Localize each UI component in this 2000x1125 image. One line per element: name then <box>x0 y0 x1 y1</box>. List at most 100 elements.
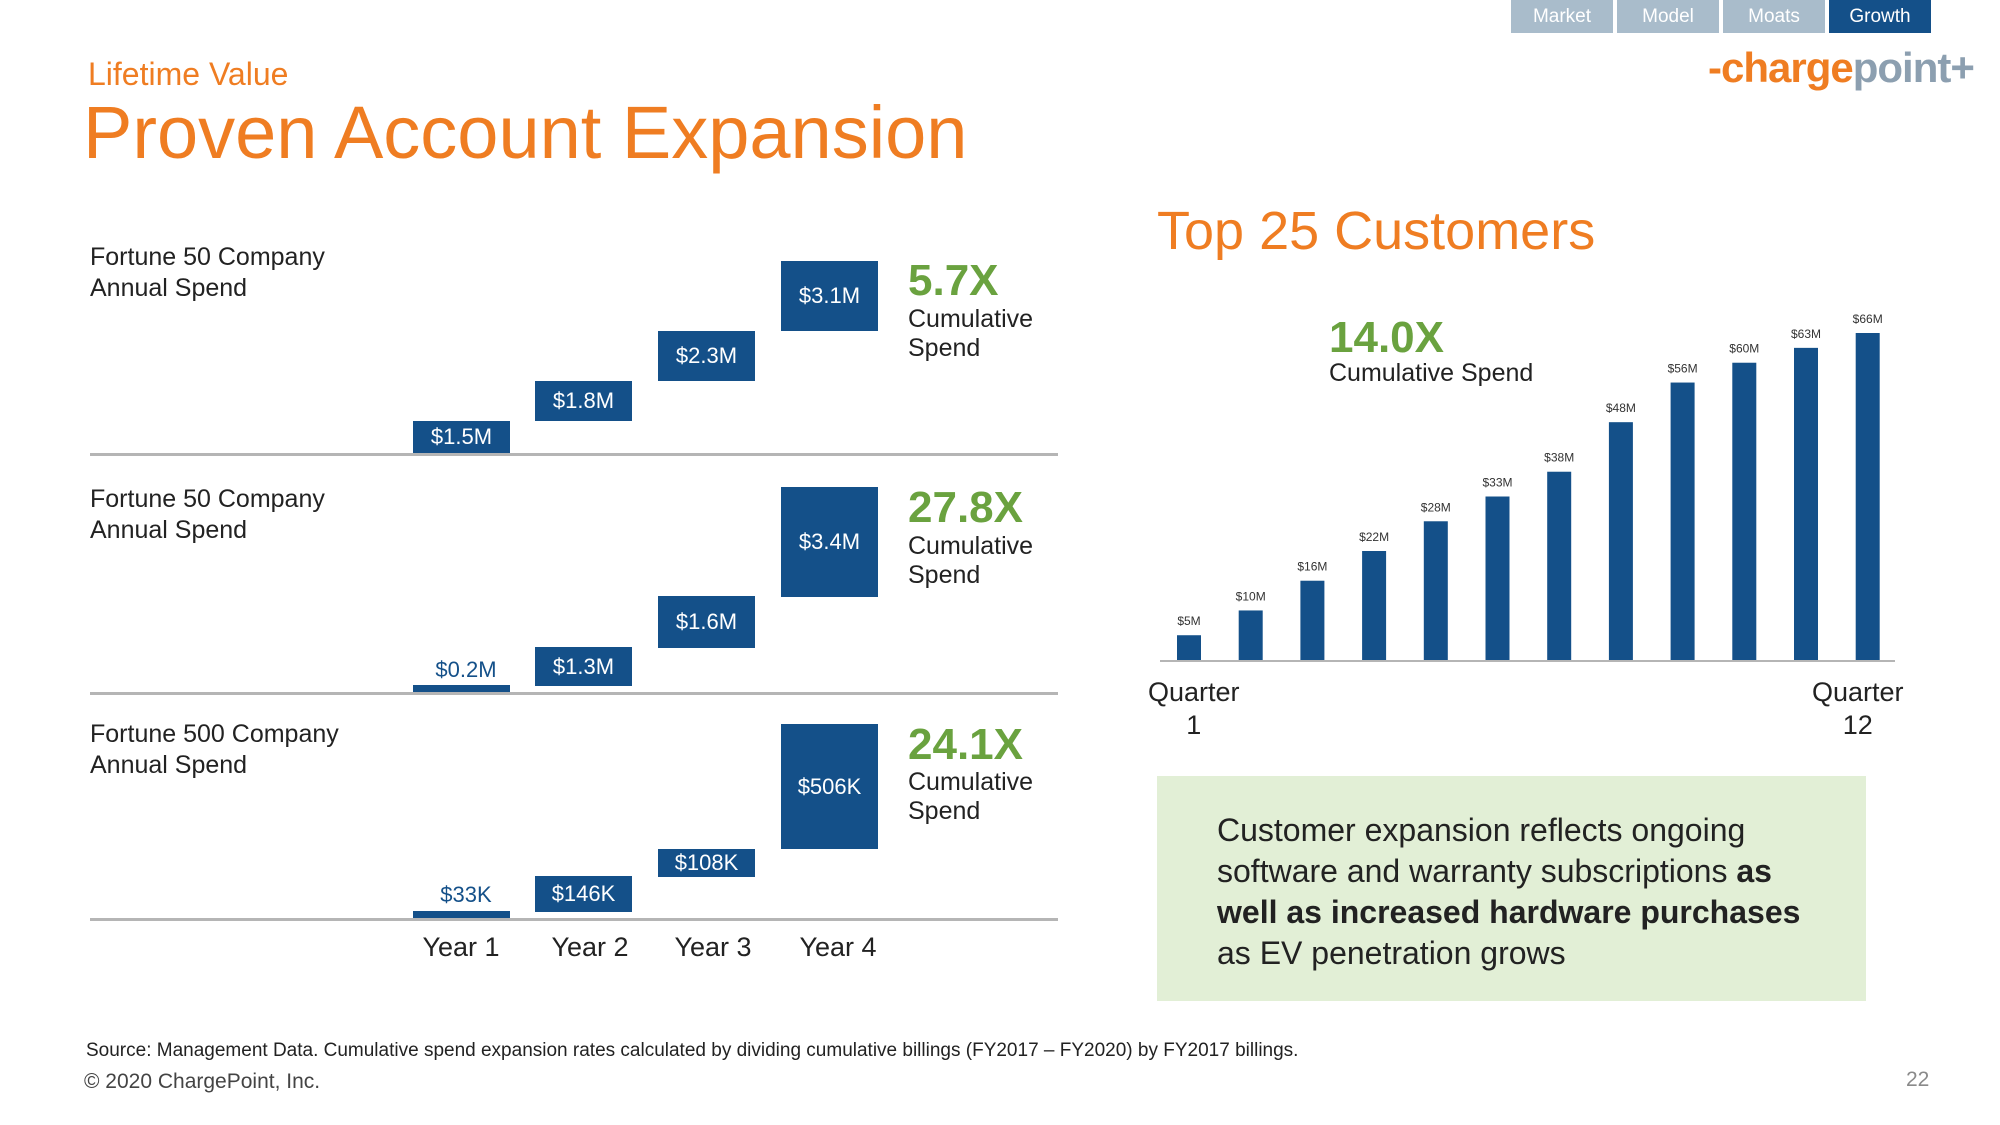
panel-1-bar-year-2-label: $1.8M <box>552 388 615 413</box>
quarter-bar-label-8: $48M <box>1606 401 1636 415</box>
quarter-bar-label-9: $56M <box>1668 362 1698 376</box>
quarter-bar-label-5: $28M <box>1421 500 1451 514</box>
panel-2-multiple-sub2: Spend <box>908 561 981 589</box>
year-label-4: Year 4 <box>799 932 877 962</box>
quarter-bar-1 <box>1177 635 1201 660</box>
panel-3-multiple-sub1: Cumulative <box>908 768 1034 796</box>
chargepoint-logo: -chargepoint+ <box>1708 44 1975 92</box>
panel-3-bar-year-2-label: $146K <box>551 881 616 906</box>
panel-3-bar-year-1-label: $33K <box>440 882 492 907</box>
tab-market[interactable]: Market <box>1511 0 1613 33</box>
top-customers-bar-chart: $5M $10M $16M $22M $28M $33M $38M $48M $56M $60M $… <box>1160 312 1895 662</box>
callout-text-part1: Customer expansion reflects ongoing soft… <box>1217 812 1746 889</box>
panel-1-label-line1: Fortune 50 Company <box>90 243 325 271</box>
panel-2-bar-year-3-label: $1.6M <box>675 609 738 634</box>
callout-text-part2: as EV penetration grows <box>1217 935 1566 971</box>
callout-text: Customer expansion reflects ongoing soft… <box>1217 810 1837 974</box>
panel-1-multiple: 5.7X <box>908 256 999 305</box>
panel-3-bar-year-3-label: $108K <box>674 850 739 875</box>
logo-suffix: point+ <box>1852 44 1975 91</box>
quarter-bar-10 <box>1732 362 1757 660</box>
quarter-bar-5 <box>1423 521 1448 660</box>
section-nav: Market Model Moats Growth <box>1511 0 1931 33</box>
panel-3-label: Fortune 500 Company Annual Spend <box>90 719 339 781</box>
panel-2-baseline <box>90 692 1058 695</box>
source-note: Source: Management Data. Cumulative spen… <box>86 1040 1299 1061</box>
panel-3-label-line1: Fortune 500 Company <box>90 720 339 748</box>
quarter-bar-7 <box>1547 471 1572 660</box>
tab-growth[interactable]: Growth <box>1829 0 1931 33</box>
panel-2-multiple-sub1: Cumulative <box>908 532 1034 560</box>
panel-2-bar-year-1-label: $0.2M <box>435 657 497 682</box>
panel-1-bar-year-1: $1.5M <box>413 421 510 453</box>
quarter-bar-label-6: $33M <box>1482 476 1512 490</box>
panel-1-bar-year-3: $2.3M <box>658 331 755 381</box>
page-title: Proven Account Expansion <box>83 91 968 174</box>
quarter-bar-label-12: $66M <box>1853 312 1883 326</box>
panel-1-bar-year-2: $1.8M <box>535 381 632 421</box>
panel-2-bar-year-4: $3.4M <box>781 487 878 597</box>
panel-2-bar-year-4-label: $3.4M <box>798 529 861 554</box>
panel-1-multiple-sub2: Spend <box>908 334 981 362</box>
panel-2-multiple: 27.8X <box>908 483 1023 532</box>
page-number: 22 <box>1906 1068 1930 1091</box>
panel-2-bar-year-3: $1.6M <box>658 596 755 648</box>
panel-2-bar-year-1 <box>413 685 510 692</box>
top-customers-multiple: 14.0X <box>1329 313 1444 362</box>
panel-2-label: Fortune 50 Company Annual Spend <box>90 484 325 546</box>
quarter-end-label: Quarter 12 <box>1812 676 1904 742</box>
copyright: © 2020 ChargePoint, Inc. <box>84 1070 321 1093</box>
quarter-bar-3 <box>1300 580 1325 660</box>
quarter-bar-label-1: $5M <box>1177 614 1200 628</box>
tab-moats[interactable]: Moats <box>1723 0 1825 33</box>
panel-1-bar-year-1-label: $1.5M <box>430 424 493 449</box>
quarter-bar-label-11: $63M <box>1791 327 1821 341</box>
panel-3-bar-year-4: $506K <box>781 724 878 849</box>
year-label-2: Year 2 <box>551 932 629 962</box>
panel-1-label: Fortune 50 Company Annual Spend <box>90 242 325 304</box>
quarter-start-label-line1: Quarter <box>1148 677 1240 707</box>
panel-2-bar-year-2: $1.3M <box>535 647 632 686</box>
panel-1-baseline <box>90 453 1058 456</box>
quarter-bar-4 <box>1362 551 1387 660</box>
panel-1-bar-year-3-label: $2.3M <box>675 343 738 368</box>
panel-3-label-line2: Annual Spend <box>90 751 248 779</box>
panel-2-bar-year-2-label: $1.3M <box>552 653 615 679</box>
quarter-end-label-line1: Quarter <box>1812 677 1904 707</box>
quarter-bar-11 <box>1794 347 1818 660</box>
top-customers-title: Top 25 Customers <box>1157 201 1596 261</box>
quarter-bar-label-7: $38M <box>1544 451 1574 465</box>
callout-text-bold: as well as increased hardware purchases <box>1217 853 1801 930</box>
panel-3-baseline <box>90 918 1058 921</box>
panel-2-label-line2: Annual Spend <box>90 516 248 544</box>
panel-3-multiple-sub: Cumulative Spend <box>908 768 1033 826</box>
panel-3-bar-year-3: $108K <box>658 849 755 877</box>
panel-1-bar-year-4: $3.1M <box>781 261 878 331</box>
year-label-3: Year 3 <box>674 932 752 962</box>
panel-1-multiple-sub: Cumulative Spend <box>908 305 1033 363</box>
quarter-bar-label-3: $16M <box>1297 560 1327 574</box>
quarter-start-label: Quarter 1 <box>1148 676 1240 742</box>
quarter-start-label-line2: 1 <box>1186 710 1202 740</box>
quarter-end-label-line2: 12 <box>1842 710 1873 740</box>
panel-3-bar-year-4-label: $506K <box>797 773 862 799</box>
panel-3-multiple-sub2: Spend <box>908 797 981 825</box>
top-customers-multiple-sub: Cumulative Spend <box>1329 359 1534 387</box>
quarter-bar-6 <box>1485 496 1510 660</box>
eyebrow-title: Lifetime Value <box>88 56 289 92</box>
panel-1-multiple-sub1: Cumulative <box>908 305 1034 333</box>
callout-box: Customer expansion reflects ongoing soft… <box>1157 776 1866 1001</box>
panel-3-multiple: 24.1X <box>908 720 1023 769</box>
panel-1-bar-year-4-label: $3.1M <box>798 283 861 308</box>
panel-3-bar-year-2: $146K <box>535 876 632 912</box>
quarter-bar-label-4: $22M <box>1359 530 1389 544</box>
quarter-bar-9 <box>1670 382 1695 660</box>
quarter-bar-8 <box>1608 422 1633 660</box>
quarter-bar-label-10: $60M <box>1729 342 1759 356</box>
panel-2-label-line1: Fortune 50 Company <box>90 485 325 513</box>
year-label-1: Year 1 <box>422 932 500 962</box>
tab-model[interactable]: Model <box>1617 0 1719 33</box>
quarter-bar-2 <box>1238 610 1263 660</box>
logo-prefix: -charge <box>1708 44 1854 91</box>
panel-1-label-line2: Annual Spend <box>90 274 248 302</box>
